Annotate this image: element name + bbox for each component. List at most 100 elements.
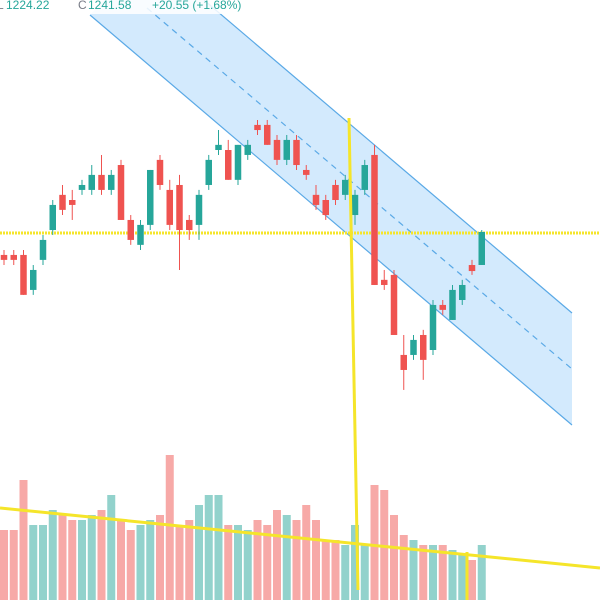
candle-body [69, 200, 76, 205]
candle-body [98, 174, 105, 190]
candle-body [176, 184, 183, 231]
candle-body [361, 165, 368, 190]
candle-body [225, 150, 232, 180]
candle-body [351, 194, 359, 216]
volume-trendline [0, 506, 600, 570]
candle-body [459, 284, 466, 300]
candle-body [371, 154, 378, 285]
volume-bar [146, 520, 155, 600]
volume-bar [224, 525, 233, 600]
volume-bar [458, 555, 467, 600]
candle-body [429, 304, 437, 350]
candle-body [127, 219, 134, 240]
volume-bar [399, 535, 408, 600]
volume-bar [390, 515, 398, 600]
channel-edge [89, 14, 573, 426]
candle-body [312, 194, 320, 205]
candle-body [410, 339, 417, 355]
volume-bar [312, 520, 320, 600]
volume-bar [126, 530, 135, 600]
candle-body [59, 194, 66, 210]
candle-body [137, 224, 144, 245]
candle-body [293, 139, 300, 166]
volume-bar [48, 510, 57, 600]
volume-bar [136, 525, 145, 600]
candle-body [147, 169, 154, 225]
candle-body [449, 289, 456, 320]
volume-bar [39, 525, 47, 600]
candle-body [39, 239, 47, 260]
volume-bar [468, 560, 476, 600]
volume-bar [9, 530, 18, 600]
volume-bar [195, 505, 203, 600]
volume-bar [360, 545, 369, 600]
channel-edge [203, 0, 573, 314]
volume-bar [68, 520, 77, 600]
candle-body [381, 279, 388, 285]
vertical-line [347, 117, 360, 591]
volume-bar [273, 510, 281, 600]
candle-body [78, 184, 86, 190]
volume-bar [302, 505, 311, 600]
volume-bar [107, 495, 116, 600]
candle-body [390, 274, 398, 335]
volume-bar [370, 485, 379, 600]
volume-bar [448, 550, 457, 600]
volume-bar [351, 525, 359, 600]
volume-bar [117, 520, 125, 600]
candle-body [0, 254, 8, 260]
candle-body [108, 174, 115, 190]
volume-bar [438, 545, 447, 600]
volume-bar [409, 540, 418, 600]
volume-bar [165, 455, 174, 600]
volume-bar [185, 520, 194, 600]
volume-bar [19, 480, 28, 600]
candle-body [342, 179, 349, 195]
volume-bar [204, 495, 213, 600]
volume-bar [419, 545, 428, 600]
candle-body [117, 165, 125, 220]
legend: L 1224.22 C 1241.58 +20.55 (+1.68%) [0, 0, 270, 14]
candle-body [49, 204, 56, 231]
candle-body [478, 231, 485, 265]
volume-bar [175, 525, 184, 600]
candle-body [420, 334, 427, 360]
candle-body [88, 174, 95, 190]
drawings [0, 0, 600, 426]
volume-bar [292, 520, 301, 600]
candle-body [166, 189, 173, 225]
candle-body [254, 124, 261, 131]
candle-body [244, 144, 251, 155]
candle-body [215, 144, 222, 150]
candle-body [400, 354, 407, 370]
candles [0, 119, 485, 390]
volume-bar [156, 515, 164, 600]
close-value: 1241.58 [88, 0, 132, 12]
candle-body [156, 159, 164, 185]
volume-bar [331, 540, 340, 600]
candle-body [322, 200, 329, 216]
volume-bar [214, 495, 223, 600]
channel-midline [146, 7, 573, 370]
volume-bar [78, 520, 86, 600]
low-value: 1224.22 [6, 0, 50, 12]
candle-body [10, 254, 17, 260]
drawings-front [0, 117, 600, 600]
candle-body [20, 254, 27, 295]
volume-bar [282, 515, 291, 600]
candle-body [273, 139, 281, 160]
volume-bar [0, 530, 8, 600]
candle-body [264, 124, 271, 145]
regression-channel [90, 0, 572, 425]
candle-body [283, 139, 290, 160]
volume-bar [263, 525, 272, 600]
volume-bar [29, 525, 38, 600]
legend-bg [0, 0, 270, 14]
volume-bars [0, 455, 486, 600]
volume-bar [253, 520, 262, 600]
candle-body [205, 159, 212, 185]
volume-bar [87, 515, 96, 600]
volume-bar [477, 545, 486, 600]
